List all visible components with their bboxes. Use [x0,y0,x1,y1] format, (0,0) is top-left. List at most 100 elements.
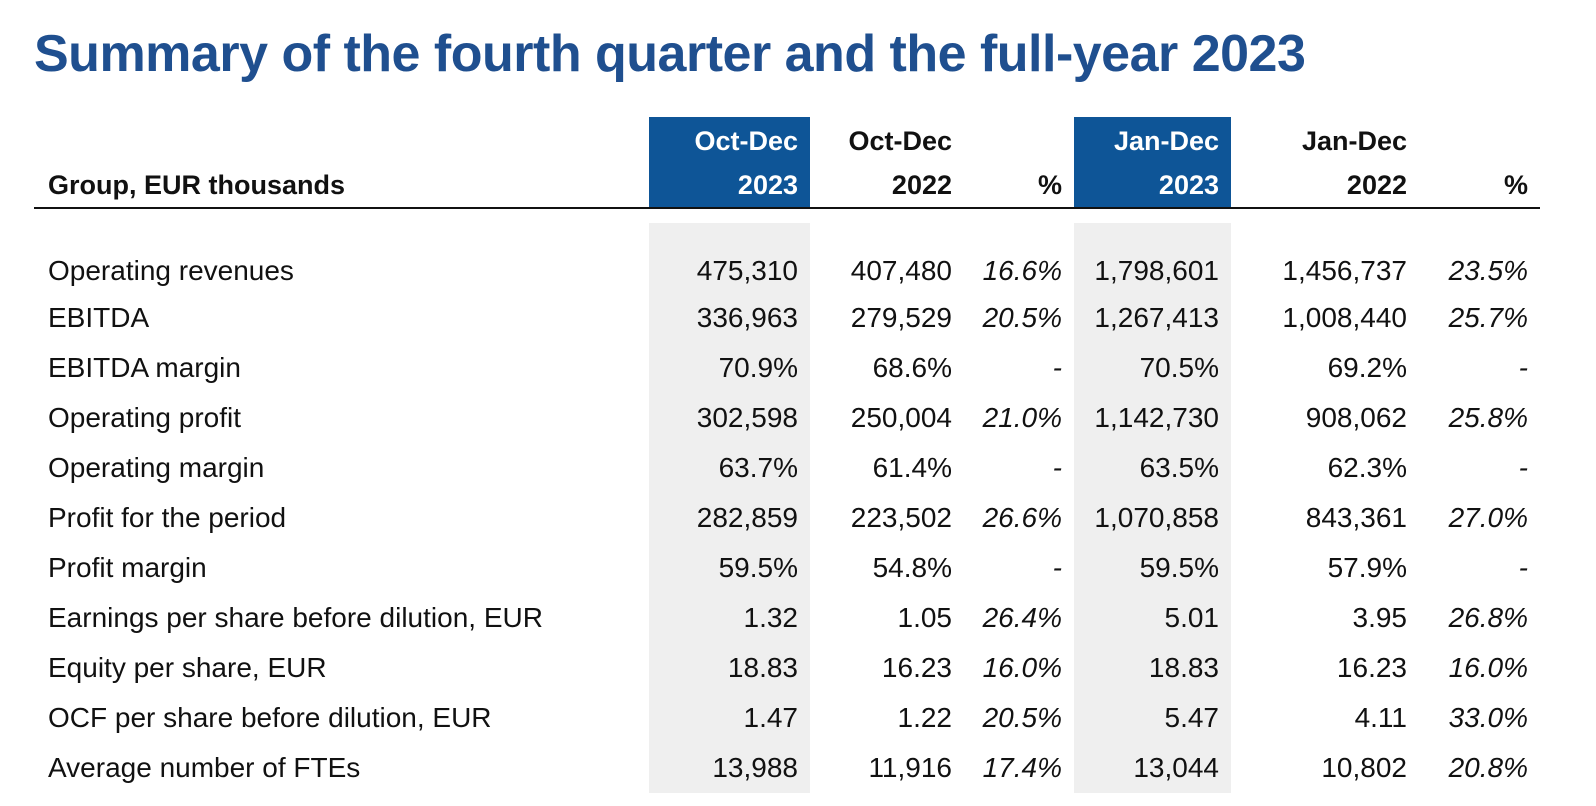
row-label: Earnings per share before dilution, EUR [48,602,543,633]
change-percent-cell: 20.8% [1448,752,1528,783]
row-label: Operating revenues [48,255,294,286]
column-header-top: Jan-Dec [1301,126,1407,156]
column-header-top [964,117,1074,163]
change-percent-cell: 20.5% [982,302,1062,333]
change-percent-cell: 20.5% [982,702,1062,733]
value-cell: 336,963 [649,293,810,343]
table-row: Operating margin 63.7% 61.4% -63.5% 62.3% - [34,443,1540,493]
value-cell: 59.5% [1074,543,1231,593]
change-percent-cell: 17.4% [982,752,1062,783]
value-cell: 54.8% [872,552,952,583]
value-cell: 1.47 [649,693,810,743]
change-percent-cell: - [1518,352,1528,383]
value-cell: 16.23 [881,652,952,683]
change-percent-cell: 21.0% [982,402,1062,433]
value-cell: 3.95 [1352,602,1408,633]
value-cell: 18.83 [649,643,810,693]
value-cell: 13,044 [1074,743,1231,793]
change-percent-cell: - [1052,352,1062,383]
row-label: Profit margin [48,552,207,583]
value-cell: 61.4% [872,452,952,483]
value-cell: 10,802 [1321,752,1407,783]
value-cell: 1,267,413 [1074,293,1231,343]
column-header-top: Oct-Dec [848,126,952,156]
value-cell: 63.7% [649,443,810,493]
change-percent-cell: - [1052,552,1062,583]
change-percent-cell: 26.6% [982,502,1062,533]
row-label: Profit for the period [48,502,287,533]
change-percent-cell: 16.0% [982,652,1062,683]
value-cell: 69.2% [1327,352,1407,383]
page-title: Summary of the fourth quarter and the fu… [34,25,1306,83]
row-label: Operating profit [48,402,241,433]
value-cell: 843,361 [1305,502,1407,533]
column-header-bottom: 2023 [1074,163,1231,209]
table-row: Operating profit 302,598 250,004 21.0% 1,142… [34,393,1540,443]
value-cell: 70.5% [1074,343,1231,393]
row-label: EBITDA margin [48,352,241,383]
row-label: Operating margin [48,452,265,483]
table-row: Earnings per share before dilution, EUR 1… [34,593,1540,643]
value-cell: 1,798,601 [1074,208,1231,293]
header-row-top: Oct-Dec Oct-Dec Jan-Dec Jan-Dec [34,117,1540,163]
change-percent-cell: 33.0% [1448,702,1528,733]
value-cell: 18.83 [1074,643,1231,693]
header-row-bottom: Group, EUR thousands 2023 2022% 2023 2022% [34,163,1540,209]
column-header-top: Oct-Dec [649,117,810,163]
change-percent-cell: 16.6% [982,255,1062,286]
value-cell: 1,456,737 [1282,255,1407,286]
value-cell: 63.5% [1074,443,1231,493]
change-percent-cell: 26.8% [1448,602,1528,633]
change-percent-cell: - [1518,452,1528,483]
value-cell: 1.22 [897,702,953,733]
column-header-bottom: 2022 [1231,163,1419,209]
table-row: Equity per share, EUR 18.83 16.23 16.0% 18.8… [34,643,1540,693]
column-header-bottom: 2022 [810,163,964,209]
row-label: Average number of FTEs [48,752,361,783]
value-cell: 13,988 [649,743,810,793]
value-cell: 1,142,730 [1074,393,1231,443]
change-percent-cell: 27.0% [1448,502,1528,533]
value-cell: 62.3% [1327,452,1407,483]
table-row: Profit for the period 282,859 223,502 26.6%… [34,493,1540,543]
change-percent-cell: 23.5% [1448,255,1528,286]
column-header-bottom: 2023 [649,163,810,209]
table-row: Operating revenues 475,310 407,480 16.6% 1,7… [34,208,1540,293]
column-header-top: Jan-Dec [1074,117,1231,163]
value-cell: 282,859 [649,493,810,543]
column-header-bottom: % [1419,163,1540,209]
value-cell: 16.23 [1336,652,1407,683]
change-percent-cell: 25.8% [1448,402,1528,433]
table-row: EBITDA 336,963 279,529 20.5% 1,267,413 1,008,… [34,293,1540,343]
value-cell: 4.11 [1354,702,1407,733]
value-cell: 68.6% [872,352,952,383]
value-cell: 302,598 [649,393,810,443]
summary-table: Oct-Dec Oct-Dec Jan-Dec Jan-Dec Group, EUR … [34,117,1540,793]
row-label: EBITDA [48,302,150,333]
value-cell: 1,008,440 [1282,302,1407,333]
table-row: EBITDA margin 70.9% 68.6% -70.5% 69.2% - [34,343,1540,393]
change-percent-cell: - [1518,552,1528,583]
table-row: OCF per share before dilution, EUR 1.47 1.… [34,693,1540,743]
table-body: Operating revenues 475,310 407,480 16.6% 1,7… [34,208,1540,793]
change-percent-cell: 16.0% [1448,652,1528,683]
value-cell: 59.5% [649,543,810,593]
change-percent-cell: - [1052,452,1062,483]
label-column-header: Group, EUR thousands [34,163,649,209]
change-percent-cell: 25.7% [1448,302,1528,333]
table-row: Profit margin 59.5% 54.8% -59.5% 57.9% - [34,543,1540,593]
value-cell: 5.01 [1074,593,1231,643]
value-cell: 407,480 [850,255,952,286]
value-cell: 70.9% [649,343,810,393]
value-cell: 279,529 [850,302,952,333]
change-percent-cell: 26.4% [982,602,1062,633]
column-header-bottom: % [964,163,1074,209]
value-cell: 1.05 [897,602,953,633]
value-cell: 223,502 [850,502,952,533]
row-label: OCF per share before dilution, EUR [48,702,492,733]
value-cell: 1,070,858 [1074,493,1231,543]
value-cell: 250,004 [850,402,952,433]
column-header-top [1419,117,1540,163]
header-blank-cell [34,117,649,163]
value-cell: 1.32 [649,593,810,643]
